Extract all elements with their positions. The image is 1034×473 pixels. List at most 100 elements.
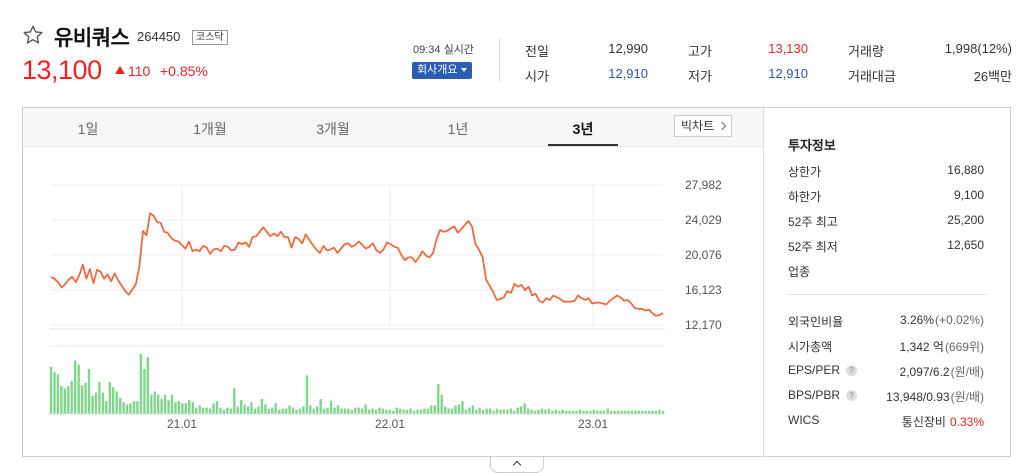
invest-value-text: 13,948/0.93: [886, 390, 950, 404]
divider: [499, 38, 500, 82]
volume-bar: [354, 407, 357, 414]
volume-bar: [84, 382, 87, 414]
volume-bar: [485, 408, 488, 414]
tab-3m[interactable]: 3개월: [316, 121, 350, 137]
volume-bar: [132, 401, 136, 414]
volume-bar: [468, 407, 471, 414]
volume-bar: [243, 404, 246, 414]
volume-bar: [146, 357, 149, 414]
stock-header: 유비쿼스 264450 코스닥 13,100 110 +0.85% 09:34 …: [0, 0, 1034, 100]
invest-label: 업종: [788, 265, 811, 279]
volume-bar: [644, 410, 647, 414]
volume-bar: [94, 392, 98, 414]
invest-label-text: WICS: [788, 413, 820, 427]
tab-1m[interactable]: 1개월: [193, 121, 227, 137]
volume-bar: [302, 406, 305, 414]
volume-bar: [551, 410, 554, 414]
collapse-button[interactable]: [490, 457, 544, 473]
volume-bar: [430, 405, 433, 414]
volume-bar: [592, 409, 595, 414]
volume-bar: [240, 400, 243, 414]
volume-bar: [350, 409, 353, 414]
volume-bar: [450, 408, 454, 414]
up-arrow-icon: [115, 66, 125, 74]
volume-bar: [641, 410, 644, 414]
stock-name: 유비쿼스: [54, 27, 130, 50]
invest-value: 통신장비 0.33%: [902, 413, 984, 430]
x-tick-label: 23.01: [578, 417, 608, 431]
volume-bar: [378, 407, 381, 414]
volume-bar: [416, 409, 419, 414]
invest-title: 투자정보: [788, 138, 836, 153]
big-chart-button[interactable]: 빅차트: [674, 115, 732, 137]
price-line: [50, 212, 664, 317]
volume-bar: [454, 405, 457, 414]
volume-bar: [371, 408, 374, 414]
invest-value-text: 3.26%: [899, 313, 934, 327]
invest-value-sub: (원/배): [950, 365, 984, 379]
star-icon[interactable]: [22, 24, 44, 46]
volume-bar: [212, 403, 215, 414]
volume-bar: [184, 403, 187, 414]
y-tick-label: 27,982: [685, 178, 722, 192]
volume-bar: [236, 406, 239, 414]
volume-bar: [464, 409, 468, 414]
y-tick-label: 12,170: [685, 318, 722, 332]
volume-bar: [257, 406, 260, 414]
volume-bar: [648, 410, 651, 414]
quote-value: 13,130: [768, 41, 808, 56]
price-chart[interactable]: 27,982 24,029 20,076 16,123 12,170 21.01 22.01…: [23, 148, 763, 456]
tab-3y[interactable]: 3년: [572, 121, 594, 137]
volume-bar: [482, 409, 485, 414]
volume-bar: [547, 408, 551, 414]
tab-1y[interactable]: 1년: [447, 121, 469, 137]
volume-bar: [661, 410, 665, 414]
invest-value-text: 1,342 억: [899, 340, 944, 354]
volume-bar: [513, 410, 516, 414]
invest-value: 9,100: [953, 188, 984, 202]
volume-bar: [157, 394, 160, 414]
volume-bar: [658, 409, 661, 414]
volume-bar: [578, 409, 582, 414]
invest-value-sub: (원/배): [950, 390, 984, 404]
volume-bar: [444, 406, 447, 414]
invest-label-text: 시가총액: [788, 340, 833, 354]
volume-bar: [136, 401, 139, 414]
volume-bar: [80, 385, 84, 414]
volume-bar: [77, 364, 80, 414]
volume-bar: [108, 381, 111, 414]
volume-bar: [599, 410, 602, 414]
price-change-pct: +0.85%: [160, 63, 208, 79]
company-overview-button[interactable]: 회사개요: [412, 62, 473, 79]
volume-bar: [575, 410, 578, 414]
invest-label: BPS/PBR?: [788, 388, 858, 402]
volume-bar: [195, 407, 198, 414]
market-badge: 코스닥: [192, 30, 228, 45]
chevron-up-icon: [512, 460, 522, 470]
invest-value: 2,097/6.2(원/배): [900, 363, 984, 380]
volume-bar: [56, 374, 60, 414]
volume-bar: [440, 394, 443, 414]
help-icon[interactable]: ?: [846, 365, 858, 377]
panel-divider: [763, 108, 764, 457]
volume-bar: [226, 407, 229, 414]
volume-bar: [630, 410, 634, 414]
caret-down-icon: [461, 68, 468, 73]
volume-bar: [188, 400, 191, 414]
invest-value-sub: (669위): [944, 340, 984, 354]
help-icon[interactable]: ?: [846, 390, 858, 402]
volume-bar: [295, 409, 298, 414]
volume-bar: [361, 408, 364, 414]
volume-bar: [250, 402, 253, 414]
volume-bar: [388, 409, 391, 414]
volume-bar: [288, 405, 291, 414]
active-tab-indicator: [548, 144, 618, 146]
volume-bar: [385, 409, 388, 414]
tab-1d[interactable]: 1일: [77, 121, 99, 137]
volume-bar: [582, 410, 585, 414]
y-tick-label: 20,076: [685, 248, 722, 262]
volume-bar: [267, 408, 270, 414]
y-tick-label: 24,029: [685, 213, 722, 227]
quote-value: 26백만: [973, 69, 1012, 84]
volume-bar: [654, 410, 658, 414]
